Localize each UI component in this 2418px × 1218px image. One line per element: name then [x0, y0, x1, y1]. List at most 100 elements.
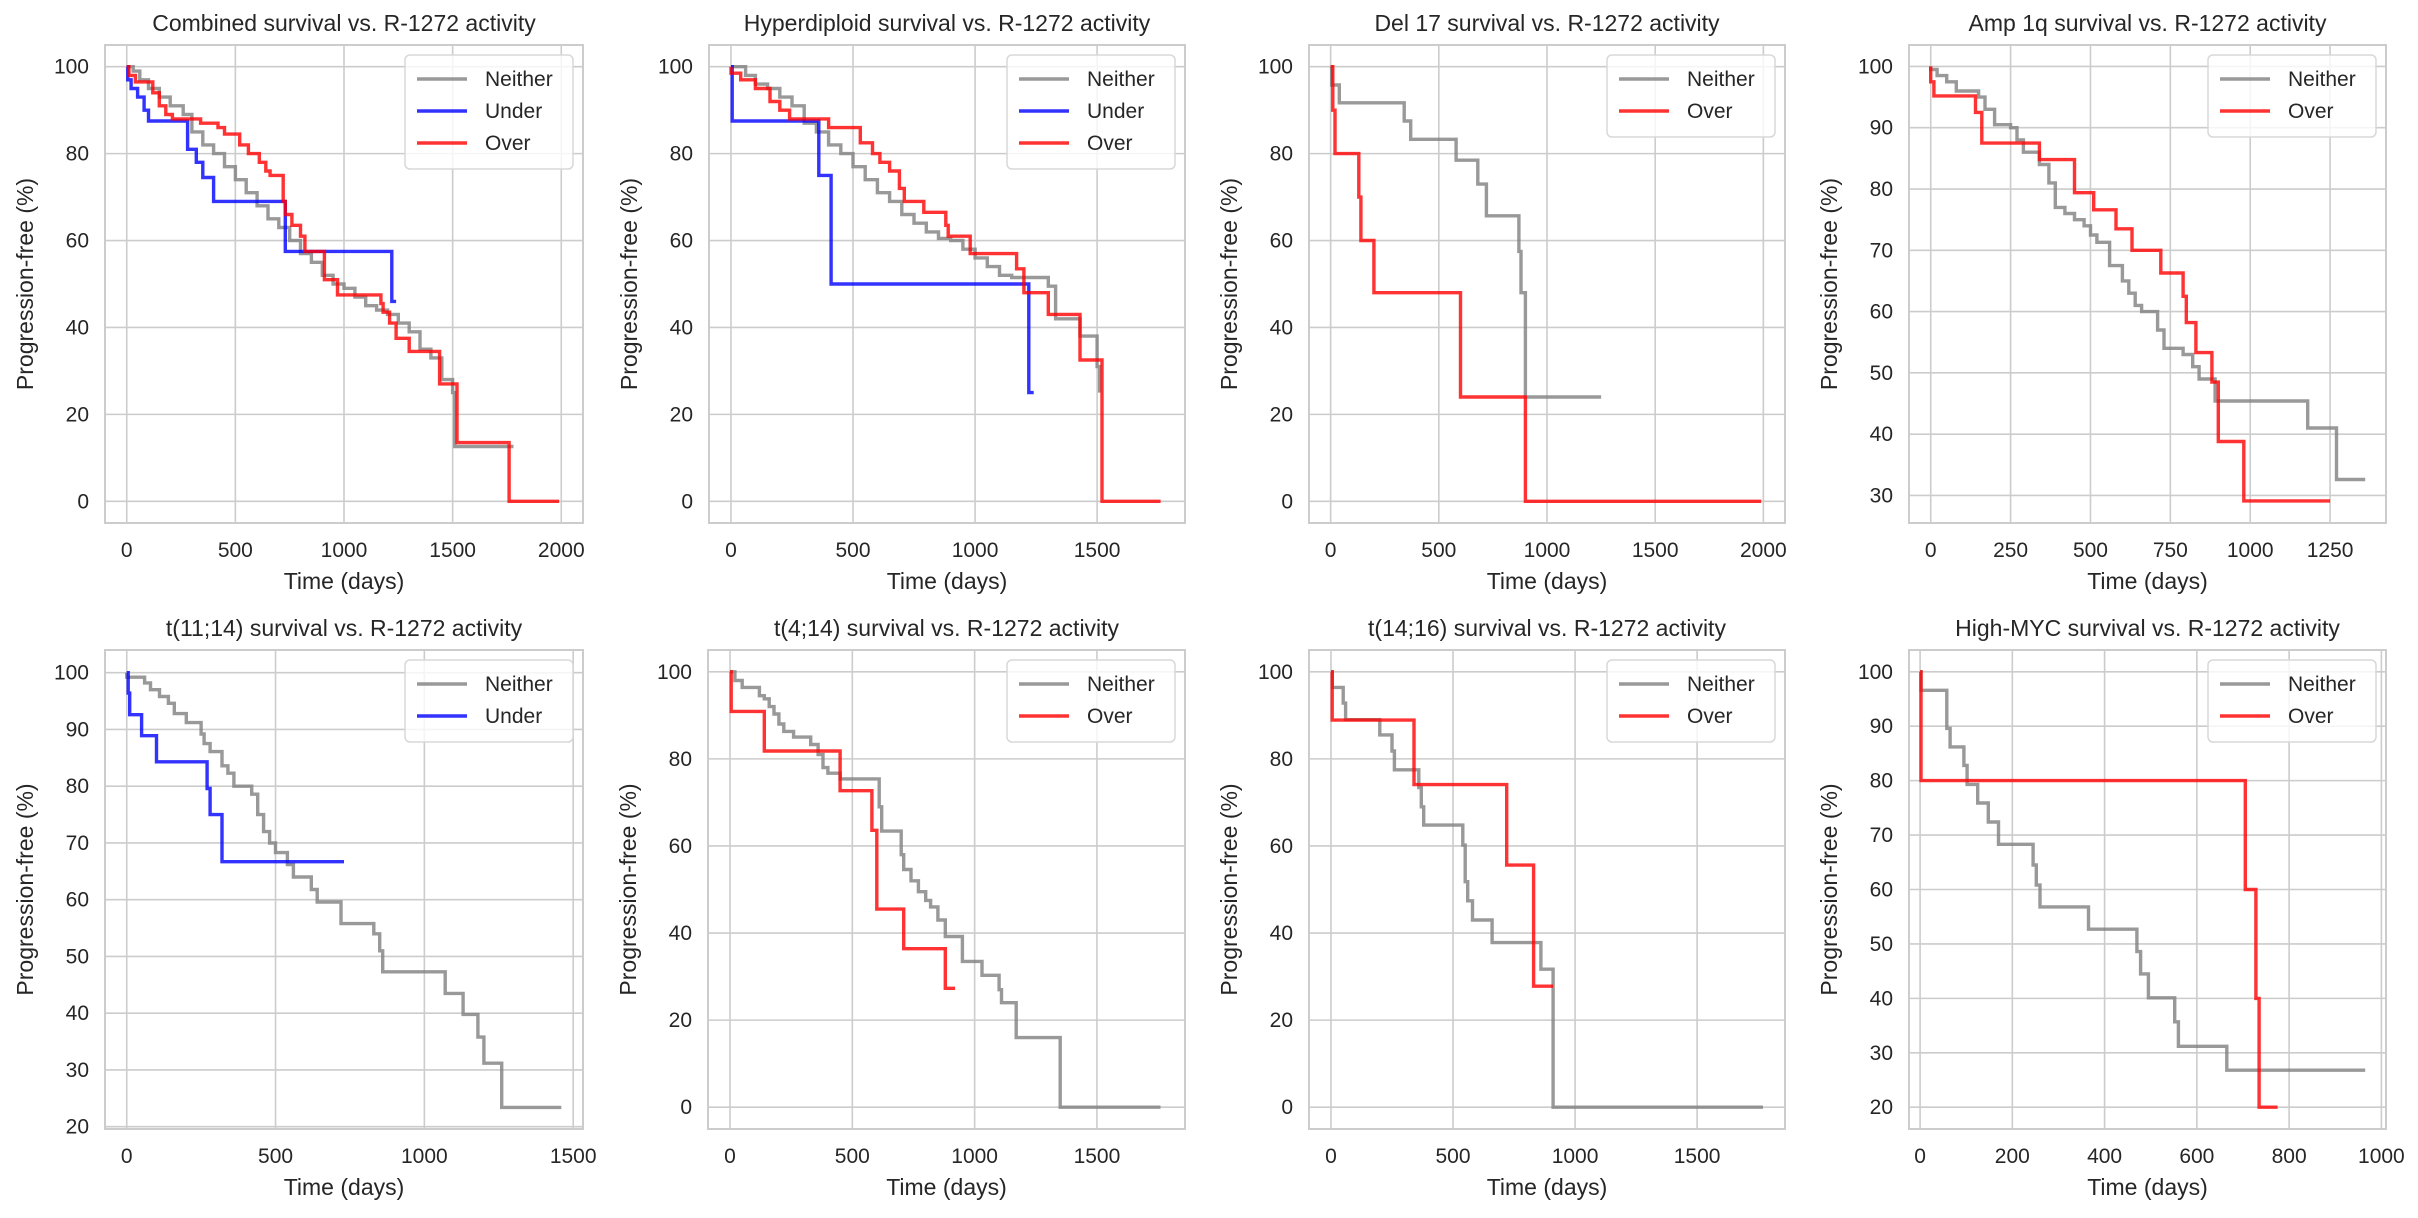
axes-frame: [104, 44, 584, 524]
x-tick-label: 500: [258, 1145, 293, 1168]
y-tick-label: 90: [66, 718, 89, 741]
x-tick-label: 1500: [1632, 539, 1679, 562]
x-tick-label: 500: [1421, 539, 1456, 562]
y-tick-label: 40: [1870, 423, 1893, 446]
axes-frame: [1308, 649, 1786, 1130]
subplot-high-myc: 0 200 400 600 800 1000 20 30 40 50 60 70 80 90 100 High…: [1816, 615, 2405, 1200]
y-tick-label: 50: [1870, 362, 1893, 385]
legend: Neither Over: [1606, 54, 1776, 138]
y-tick-label: 80: [66, 143, 89, 166]
axes-frame: [707, 649, 1186, 1130]
y-tick-label: 40: [1870, 987, 1893, 1010]
y-tick-label: 40: [1270, 316, 1293, 339]
y-tick-label: 80: [1270, 143, 1293, 166]
y-tick-label: 0: [680, 1096, 692, 1119]
series-line-over: [126, 65, 560, 503]
legend-box: [1606, 659, 1776, 743]
legend-box: [2207, 659, 2377, 743]
x-tick-label: 1500: [1074, 539, 1121, 562]
legend-label-over: Over: [2288, 705, 2334, 728]
y-axis-label: Progression-free (%): [1816, 783, 1842, 995]
x-tick-label: 200: [1995, 1145, 2030, 1168]
y-tick-label: 80: [1270, 748, 1293, 771]
y-tick-label: 20: [66, 403, 89, 426]
y-tick-label: 70: [66, 832, 89, 855]
x-tick-label: 1500: [1074, 1145, 1121, 1168]
x-tick-label: 250: [1993, 539, 2028, 562]
legend-label-neither: Neither: [1687, 68, 1755, 91]
y-tick-label: 90: [1870, 117, 1893, 140]
y-tick-label: 40: [669, 922, 692, 945]
chart-title: t(14;16) survival vs. R-1272 activity: [1368, 615, 1726, 641]
y-tick-label: 20: [669, 1009, 692, 1032]
legend: Neither Over: [2207, 659, 2377, 743]
legend-label-under: Under: [1087, 100, 1144, 123]
x-tick-label: 1000: [952, 539, 999, 562]
x-tick-label: 0: [1925, 539, 1937, 562]
y-tick-label: 80: [66, 775, 89, 798]
y-tick-label: 60: [1870, 879, 1893, 902]
series-line-over: [1919, 670, 2278, 1109]
axes-frame: [1308, 44, 1786, 524]
x-axis-label: Time (days): [1487, 1174, 1608, 1200]
legend-label-over: Over: [485, 132, 531, 155]
y-tick-label: 40: [1270, 922, 1293, 945]
x-tick-label: 1000: [401, 1145, 448, 1168]
y-tick-label: 50: [1870, 933, 1893, 956]
legend-box: [1006, 54, 1176, 170]
y-tick-label: 80: [1870, 178, 1893, 201]
x-tick-label: 1500: [429, 539, 476, 562]
y-tick-label: 80: [670, 143, 693, 166]
series-line-over: [1330, 670, 1554, 988]
x-tick-label: 750: [2153, 539, 2188, 562]
y-axis-label: Progression-free (%): [615, 783, 641, 995]
y-tick-label: 30: [1870, 484, 1893, 507]
y-tick-label: 20: [66, 1116, 89, 1139]
x-tick-label: 1000: [2227, 539, 2274, 562]
x-tick-label: 0: [724, 1145, 736, 1168]
subplot-t-11-14: 0 500 1000 1500 20 30 40 50 60 70 80 90 100 t(11;14) …: [12, 615, 597, 1200]
legend-label-neither: Neither: [2288, 68, 2356, 91]
series-line-over: [729, 670, 956, 990]
legend-label-under: Under: [485, 100, 542, 123]
y-tick-label: 80: [669, 748, 692, 771]
y-tick-label: 60: [66, 889, 89, 912]
legend-label-under: Under: [485, 705, 542, 728]
axes-frame: [1908, 649, 2387, 1130]
legend-box: [1006, 659, 1176, 743]
y-axis-label: Progression-free (%): [616, 178, 642, 390]
x-axis-label: Time (days): [886, 1174, 1007, 1200]
y-tick-label: 20: [1870, 1096, 1893, 1119]
y-tick-label: 100: [54, 56, 89, 79]
x-tick-label: 0: [1325, 539, 1337, 562]
y-tick-label: 20: [1270, 1009, 1293, 1032]
y-axis-label: Progression-free (%): [1216, 783, 1242, 995]
y-tick-label: 100: [1858, 661, 1893, 684]
legend: Neither Over: [1606, 659, 1776, 743]
subplot-t-4-14: 0 500 1000 1500 0 20 40 60 80 100 t(4;14) survival…: [615, 615, 1186, 1200]
series-line-over: [1929, 66, 2331, 503]
legend: Neither Over: [1006, 659, 1176, 743]
legend-label-neither: Neither: [1087, 673, 1155, 696]
x-tick-label: 500: [835, 1145, 870, 1168]
y-tick-label: 20: [670, 403, 693, 426]
y-tick-label: 40: [66, 1002, 89, 1025]
y-tick-label: 100: [54, 662, 89, 685]
x-tick-label: 500: [2073, 539, 2108, 562]
x-tick-label: 0: [1325, 1145, 1337, 1168]
series-line-under: [730, 65, 1034, 395]
x-tick-label: 1000: [2358, 1145, 2405, 1168]
y-tick-label: 60: [669, 835, 692, 858]
legend-label-over: Over: [1687, 100, 1733, 123]
axes-frame: [104, 649, 584, 1130]
x-tick-label: 1500: [550, 1145, 597, 1168]
y-tick-label: 0: [77, 490, 89, 513]
axes-frame: [708, 44, 1186, 524]
legend-box: [404, 659, 574, 743]
y-tick-label: 90: [1870, 715, 1893, 738]
legend-label-neither: Neither: [485, 68, 553, 91]
y-tick-label: 60: [1870, 301, 1893, 324]
series-line-neither: [1330, 65, 1602, 399]
y-tick-label: 100: [657, 661, 692, 684]
